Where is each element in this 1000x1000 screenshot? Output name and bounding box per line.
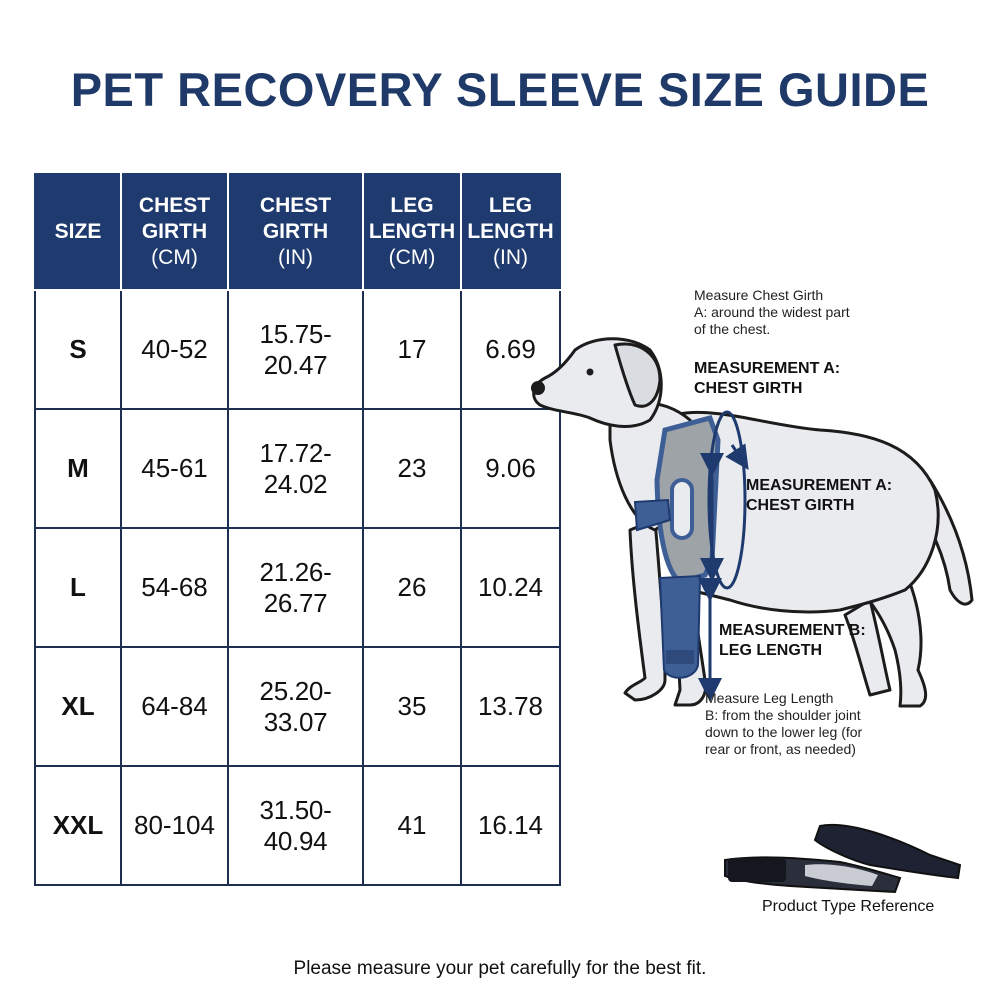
column-header-line1: LEG	[488, 194, 533, 217]
cell-chest-in: 15.75-20.47	[227, 289, 364, 410]
cell-chest-in: 25.20-33.07	[227, 646, 364, 767]
column-header-3: LEG LENGTH (CM)	[362, 173, 462, 291]
cell-leg-cm: 35	[362, 646, 462, 767]
column-header-line1: CHEST	[259, 194, 332, 217]
cell-chest-cm: 80-104	[120, 765, 229, 886]
column-header-0: SIZE	[34, 173, 122, 291]
column-header-2: CHEST GIRTH (IN)	[227, 173, 364, 291]
size-table: SIZE CHEST GIRTH (CM) CHEST GIRTH (IN) LEG LENGT…	[34, 173, 561, 886]
product-reference-image	[724, 823, 962, 894]
table-row: M 45-61 17.72-24.02 23 9.06	[34, 408, 561, 529]
table-row: S 40-52 15.75-20.47 17 6.69	[34, 289, 561, 410]
measurement-a-label-top: MEASUREMENT A: CHEST GIRTH	[694, 360, 841, 397]
measurement-b-label: MEASUREMENT B: LEG LENGTH	[719, 622, 866, 659]
table-row: XXL 80-104 31.50-40.94 41 16.14	[34, 765, 561, 886]
column-header-1: CHEST GIRTH (CM)	[120, 173, 229, 291]
table-body: S 40-52 15.75-20.47 17 6.69 M 45-61 17.72-24.02…	[34, 289, 561, 886]
column-header-line1: LEG	[390, 194, 434, 217]
cell-leg-in: 13.78	[460, 646, 561, 767]
cell-size: S	[34, 289, 122, 410]
cell-size: M	[34, 408, 122, 529]
measurement-a-label-side: MEASUREMENT A: CHEST GIRTH	[746, 477, 893, 514]
product-reference-caption: Product Type Reference	[762, 898, 935, 915]
column-header-line1: CHEST	[138, 194, 211, 217]
column-header-line2: LENGTH	[368, 220, 456, 243]
cell-leg-in: 9.06	[460, 408, 561, 529]
measurement-a-indicator	[700, 410, 749, 590]
cell-leg-cm: 26	[362, 527, 462, 648]
cell-chest-in: 21.26-26.77	[227, 527, 364, 648]
cell-size: L	[34, 527, 122, 648]
cell-leg-cm: 23	[362, 408, 462, 529]
table-header-row: SIZE CHEST GIRTH (CM) CHEST GIRTH (IN) LEG LENGT…	[34, 173, 561, 291]
footer-note: Please measure your pet carefully for th…	[293, 958, 707, 979]
chest-girth-note: Measure Chest Girth A: around the widest…	[694, 287, 850, 337]
column-header-line2: GIRTH	[262, 220, 329, 243]
column-header-4: LEG LENGTH (IN)	[460, 173, 561, 291]
column-header-unit: (IN)	[493, 246, 528, 269]
column-header-unit: (IN)	[278, 246, 313, 269]
column-header-line2: LENGTH	[467, 220, 554, 243]
column-header-unit: (CM)	[151, 246, 198, 269]
table-row: XL 64-84 25.20-33.07 35 13.78	[34, 646, 561, 767]
leg-length-note: Measure Leg Length B: from the shoulder …	[705, 690, 863, 757]
column-header-line2: GIRTH	[141, 220, 208, 243]
cell-leg-cm: 41	[362, 765, 462, 886]
table-row: L 54-68 21.26-26.77 26 10.24	[34, 527, 561, 648]
cell-chest-in: 31.50-40.94	[227, 765, 364, 886]
page-title: PET RECOVERY SLEEVE SIZE GUIDE	[70, 63, 930, 116]
cell-leg-cm: 17	[362, 289, 462, 410]
column-header-unit: (CM)	[388, 246, 436, 269]
cell-size: XL	[34, 646, 122, 767]
cell-leg-in: 10.24	[460, 527, 561, 648]
cell-size: XXL	[34, 765, 122, 886]
cell-chest-cm: 45-61	[120, 408, 229, 529]
cell-chest-cm: 54-68	[120, 527, 229, 648]
cell-chest-cm: 40-52	[120, 289, 229, 410]
cell-chest-in: 17.72-24.02	[227, 408, 364, 529]
cell-leg-in: 16.14	[460, 765, 561, 886]
cell-chest-cm: 64-84	[120, 646, 229, 767]
column-header-line1: SIZE	[54, 220, 102, 243]
